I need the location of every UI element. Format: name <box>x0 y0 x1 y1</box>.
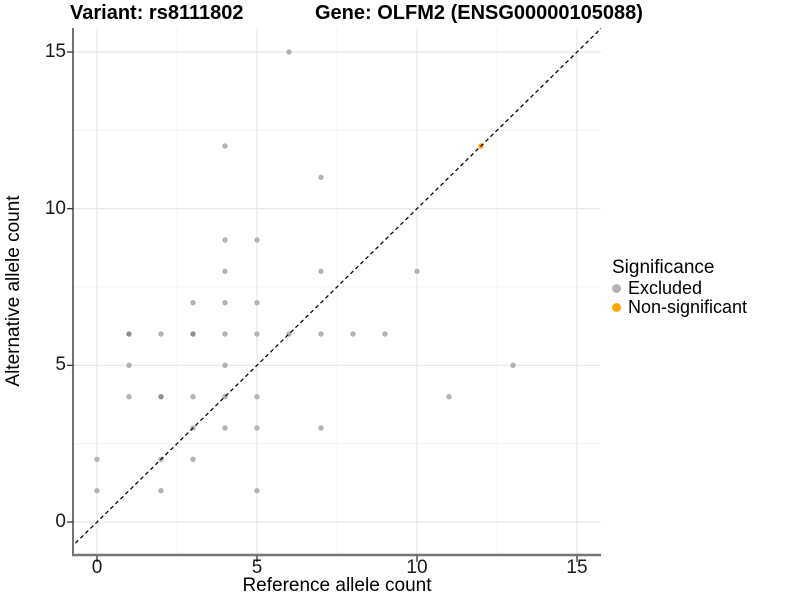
data-point <box>382 331 388 337</box>
data-point <box>318 331 324 337</box>
y-tick-label-10: 10 <box>44 198 66 219</box>
data-point <box>158 487 164 494</box>
plot-title-variant: Variant: rs8111802 <box>70 2 244 24</box>
data-point <box>254 393 260 400</box>
x-tick-label-0: 0 <box>91 557 103 578</box>
legend-item-non-significant: Non-significant <box>612 298 747 317</box>
data-point <box>126 331 132 337</box>
non-significant-swatch-icon <box>612 303 621 312</box>
data-point <box>222 143 228 149</box>
data-point <box>190 299 196 306</box>
data-point <box>254 299 260 306</box>
data-point <box>158 393 164 400</box>
data-point <box>222 268 228 275</box>
legend: Significance Excluded Non-significant <box>612 256 747 317</box>
data-point <box>94 487 100 494</box>
data-point <box>222 237 228 243</box>
data-point <box>190 456 196 463</box>
x-tick-label-15: 15 <box>566 557 588 578</box>
data-point <box>254 237 260 243</box>
data-point <box>190 393 196 400</box>
data-point <box>254 425 260 431</box>
data-point <box>414 268 420 275</box>
x-tick-label-5: 5 <box>251 557 263 578</box>
data-point <box>126 393 132 400</box>
legend-item-excluded: Excluded <box>612 279 747 298</box>
y-tick-label-15: 15 <box>44 41 66 62</box>
data-point <box>446 393 452 400</box>
data-point <box>126 362 132 369</box>
x-tick-label-10: 10 <box>406 557 428 578</box>
y-tick-label-5: 5 <box>55 354 66 375</box>
legend-title: Significance <box>612 257 715 278</box>
y-tick-label-0: 0 <box>55 511 66 532</box>
data-point <box>318 174 324 181</box>
data-point <box>350 331 356 337</box>
data-point <box>222 425 228 431</box>
identity-line <box>73 28 601 547</box>
data-point <box>254 331 260 337</box>
data-point <box>254 487 260 494</box>
x-axis-title: Reference allele count <box>242 575 432 596</box>
data-point <box>222 362 228 369</box>
data-point <box>190 331 196 337</box>
data-point <box>286 49 292 55</box>
legend-item-label: Non-significant <box>628 297 748 317</box>
plot-title-gene: Gene: OLFM2 (ENSG00000105088) <box>315 2 643 24</box>
data-point <box>94 456 100 463</box>
excluded-swatch-icon <box>612 284 621 293</box>
data-point <box>318 268 324 275</box>
data-point <box>318 425 324 431</box>
legend-item-label: Excluded <box>628 278 703 298</box>
data-point <box>158 331 164 337</box>
y-axis-title: Alternative allele count <box>3 195 24 387</box>
data-point <box>222 299 228 306</box>
data-point <box>510 362 516 369</box>
data-point <box>222 331 228 337</box>
